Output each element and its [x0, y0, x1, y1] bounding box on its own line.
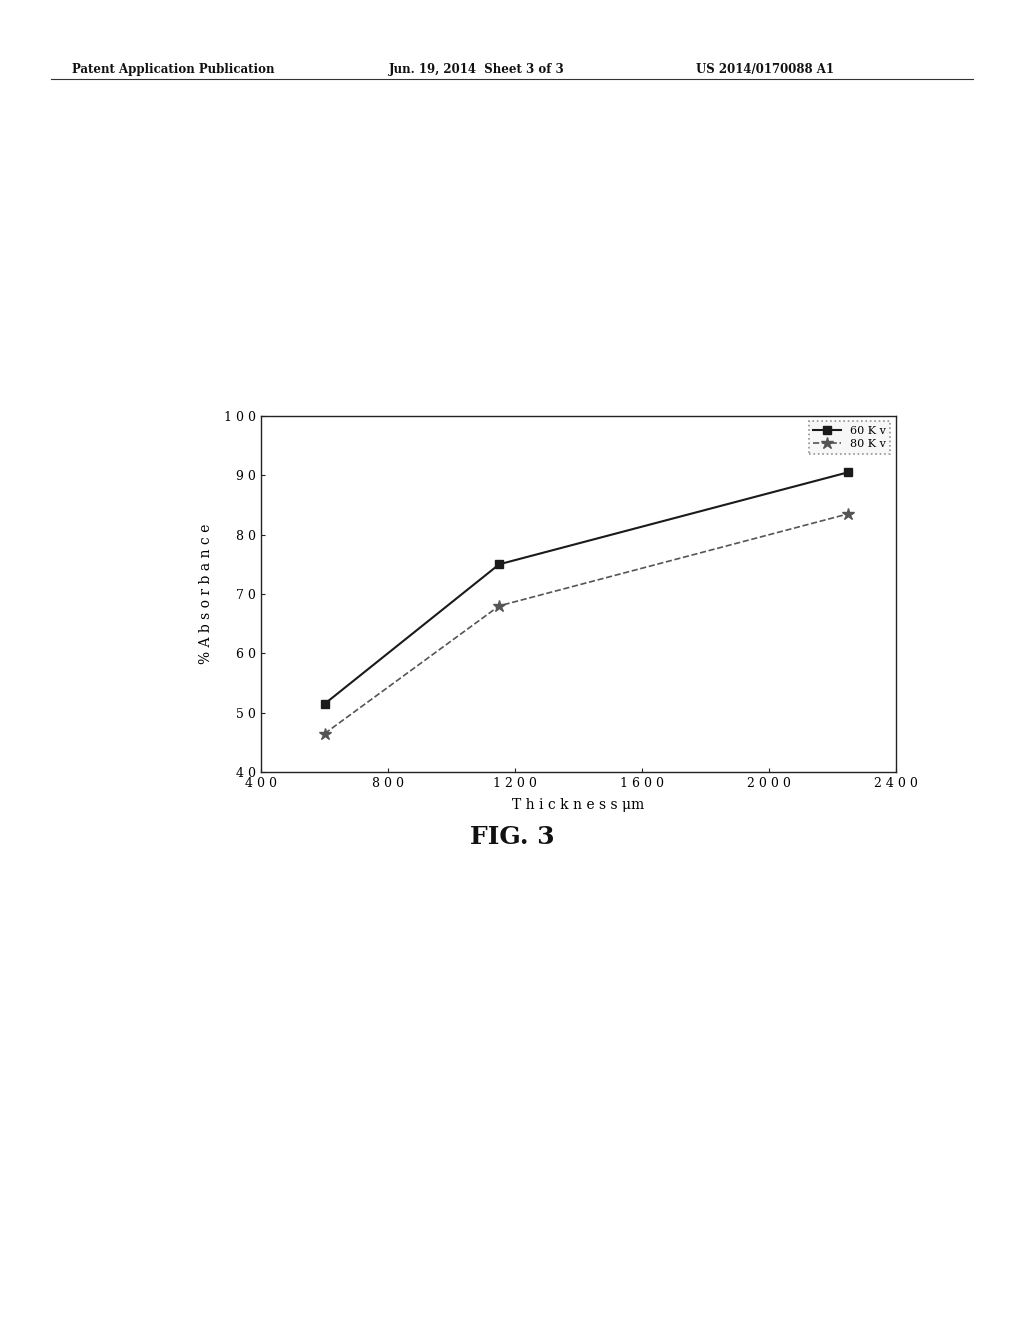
60 K v — [494, 557, 506, 573]
60 K v — [842, 465, 854, 480]
Text: Patent Application Publication: Patent Application Publication — [72, 63, 274, 77]
60 K v — [318, 696, 331, 711]
X-axis label: T h i c k n e s s μm: T h i c k n e s s μm — [512, 799, 645, 812]
Text: Jun. 19, 2014  Sheet 3 of 3: Jun. 19, 2014 Sheet 3 of 3 — [389, 63, 565, 77]
Line: 80 K v: 80 K v — [318, 508, 855, 739]
Line: 60 K v: 60 K v — [321, 469, 853, 708]
Text: US 2014/0170088 A1: US 2014/0170088 A1 — [696, 63, 835, 77]
Text: FIG. 3: FIG. 3 — [470, 825, 554, 849]
Legend: 60 K v, 80 K v: 60 K v, 80 K v — [809, 421, 891, 454]
Y-axis label: % A b s o r b a n c e: % A b s o r b a n c e — [199, 524, 213, 664]
80 K v — [842, 506, 854, 521]
80 K v — [494, 598, 506, 614]
80 K v — [318, 726, 331, 742]
